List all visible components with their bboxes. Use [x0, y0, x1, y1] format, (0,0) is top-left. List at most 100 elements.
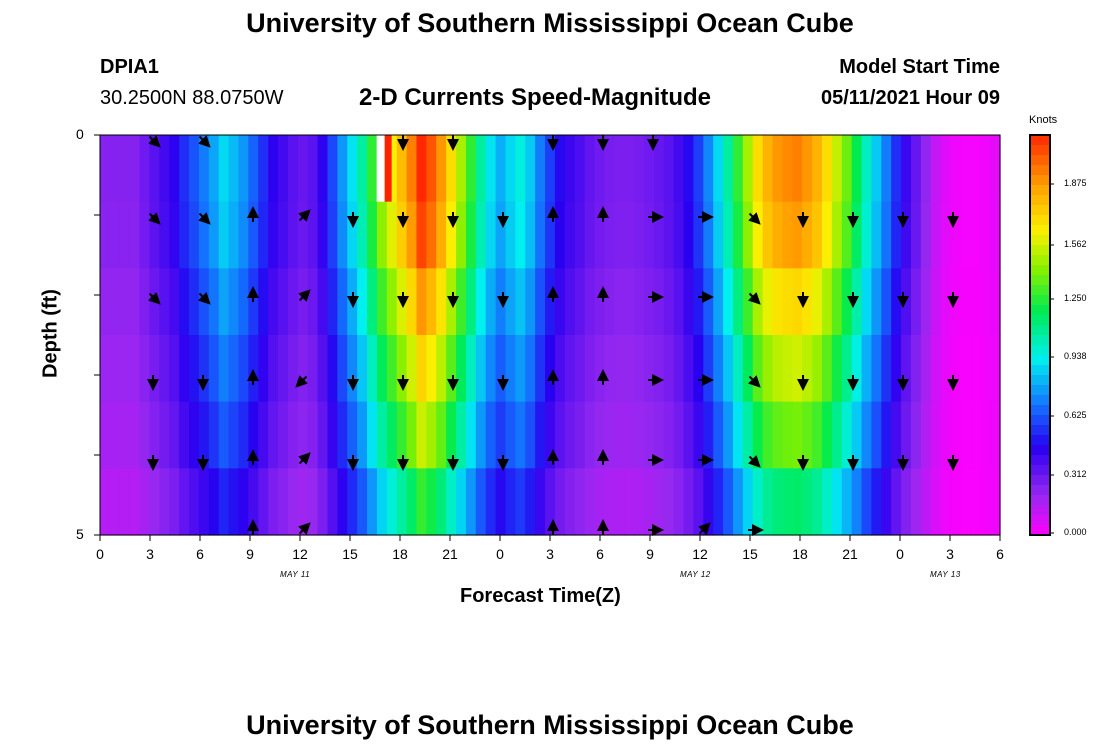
heat-cell	[287, 268, 299, 336]
heat-cell	[732, 201, 744, 269]
colorbar-segment	[1030, 225, 1050, 236]
heat-cell	[228, 135, 240, 203]
heat-cell	[653, 268, 665, 336]
heat-cell	[109, 268, 121, 336]
x-tick-label: 15	[742, 546, 758, 562]
heat-cell	[713, 468, 724, 536]
heat-cell	[347, 201, 358, 269]
colorbar-segment	[1030, 285, 1050, 296]
heat-cell	[169, 335, 180, 403]
heat-cell	[732, 135, 744, 203]
x-tick-label: 0	[96, 546, 104, 562]
heat-cell	[653, 468, 665, 536]
heat-cell	[426, 335, 437, 403]
heat-cell	[970, 201, 981, 269]
heat-cell	[179, 135, 190, 203]
heat-cell	[347, 335, 358, 403]
heat-cell	[950, 335, 962, 403]
heat-cell	[159, 335, 170, 403]
heat-cell	[762, 335, 774, 403]
heat-cell	[643, 135, 655, 203]
colorbar-segment	[1030, 215, 1050, 226]
heat-cell	[446, 335, 457, 403]
heat-cell	[416, 468, 427, 536]
heat-cell	[436, 268, 447, 336]
heat-cell	[189, 201, 200, 269]
heat-cell	[297, 468, 309, 536]
heat-cell	[841, 335, 853, 403]
heat-cell	[861, 135, 873, 203]
heat-cell	[495, 468, 507, 536]
x-tick-label: 3	[546, 546, 554, 562]
heat-cell	[584, 268, 596, 336]
heat-cell	[614, 468, 625, 536]
heat-cell	[198, 201, 210, 269]
colorbar-segment	[1030, 345, 1050, 356]
colorbar-segment	[1030, 525, 1050, 536]
colorbar-segment	[1030, 445, 1050, 456]
heat-cell	[119, 268, 131, 336]
heat-cell	[752, 135, 764, 203]
colorbar-unit: Knots	[1029, 114, 1058, 126]
heat-cell	[713, 135, 724, 203]
heat-cell	[278, 201, 289, 269]
heat-cell	[821, 468, 833, 536]
heat-cell	[278, 468, 289, 536]
heat-cell	[881, 268, 892, 336]
colorbar-segment	[1030, 375, 1050, 386]
heat-cell	[950, 135, 962, 203]
heat-cell	[317, 201, 329, 269]
heat-cell	[742, 135, 754, 203]
heat-cell	[723, 335, 734, 403]
heat-cell	[742, 401, 754, 469]
max-marker	[376, 135, 385, 202]
heat-cell	[337, 135, 348, 203]
heat-cell	[406, 401, 418, 469]
heat-cell	[821, 401, 833, 469]
heat-cell	[950, 201, 962, 269]
heat-cell	[812, 335, 823, 403]
heat-cell	[109, 201, 121, 269]
heat-cell	[198, 401, 210, 469]
heat-cell	[841, 135, 853, 203]
heat-cell	[614, 268, 625, 336]
heat-cell	[802, 135, 813, 203]
heat-cell	[357, 468, 368, 536]
heat-cell	[357, 135, 368, 203]
heat-cell	[821, 201, 833, 269]
heat-cell	[653, 335, 665, 403]
heat-cell	[436, 468, 447, 536]
heat-cell	[673, 201, 685, 269]
heat-cell	[990, 268, 1001, 336]
heat-cell	[436, 335, 447, 403]
heat-cell	[406, 268, 418, 336]
heat-cell	[871, 268, 882, 336]
colorbar-segment	[1030, 365, 1050, 376]
current-vector	[198, 292, 211, 305]
heat-cell	[673, 135, 685, 203]
heat-cell	[337, 468, 348, 536]
date-label: MAY 13	[930, 570, 961, 579]
heat-cell	[386, 401, 398, 469]
heat-cell	[129, 335, 141, 403]
heat-cell	[643, 468, 655, 536]
heat-cell	[100, 201, 111, 269]
colorbar-segment	[1030, 475, 1050, 486]
heat-cell	[248, 201, 259, 269]
heat-cell	[218, 468, 230, 536]
x-tick-label: 9	[646, 546, 654, 562]
heat-cell	[723, 135, 734, 203]
heat-cell	[891, 468, 902, 536]
colorbar-segment	[1030, 325, 1050, 336]
heat-cell	[495, 401, 507, 469]
x-tick-label: 3	[946, 546, 954, 562]
heat-cell	[485, 401, 497, 469]
heat-cell	[910, 401, 922, 469]
heat-cell	[960, 468, 971, 536]
heat-cell	[554, 201, 566, 269]
current-vector	[748, 292, 761, 305]
heat-cell	[258, 268, 269, 336]
heat-cell	[594, 468, 605, 536]
heat-cell	[703, 335, 714, 403]
heat-cell	[614, 135, 625, 203]
